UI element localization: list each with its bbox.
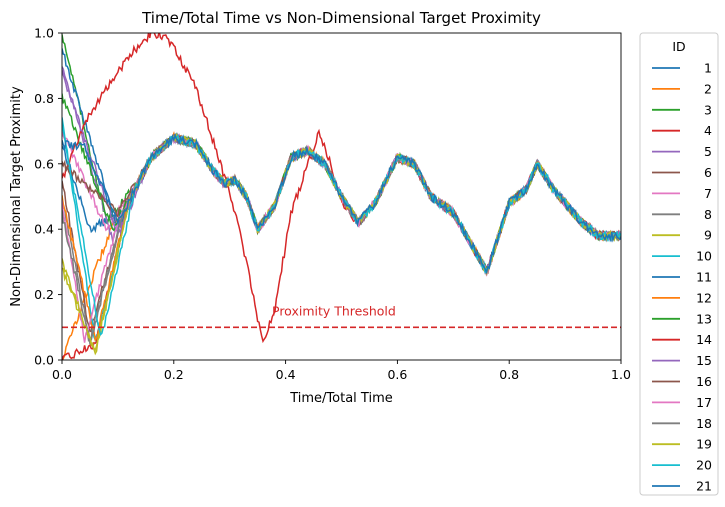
- legend-box: [639, 32, 719, 496]
- x-tick-label: 0.6: [387, 367, 407, 382]
- y-tick-label: 0.2: [34, 287, 54, 302]
- legend-item-16: 16: [652, 374, 712, 389]
- x-tick-label: 1.0: [611, 367, 631, 382]
- threshold-layer: Proximity Threshold: [62, 303, 621, 329]
- legend-item-18: 18: [652, 416, 712, 431]
- legend-item-6: 6: [652, 165, 712, 180]
- threshold-label: Proximity Threshold: [272, 303, 396, 318]
- legend-label: 4: [704, 123, 712, 138]
- legend-label: 11: [696, 270, 712, 285]
- legend-item-13: 13: [652, 311, 712, 326]
- x-tick-label: 0.8: [499, 367, 519, 382]
- legend-label: 7: [704, 186, 712, 201]
- y-tick-label: 0.0: [34, 353, 54, 368]
- legend-label: 21: [696, 479, 712, 494]
- x-tick-label: 0.2: [164, 367, 184, 382]
- legend-label: 1: [704, 61, 712, 76]
- legend-item-7: 7: [652, 186, 712, 201]
- legend-label: 15: [696, 353, 712, 368]
- legend-label: 8: [704, 207, 712, 222]
- chart-title: Time/Total Time vs Non-Dimensional Targe…: [141, 9, 541, 27]
- legend-label: 17: [696, 395, 712, 410]
- legend-item-14: 14: [652, 332, 712, 347]
- series-line-21: [62, 133, 621, 275]
- legend-label: 19: [696, 437, 712, 452]
- legend-label: 6: [704, 165, 712, 180]
- series-line-14: [62, 33, 621, 344]
- y-tick-label: 1.0: [34, 26, 54, 41]
- legend-label: 2: [704, 81, 712, 96]
- legend-item-9: 9: [652, 228, 712, 243]
- legend-item-10: 10: [652, 249, 712, 264]
- legend-item-2: 2: [652, 81, 712, 96]
- series-line-13: [62, 93, 621, 271]
- y-tick-label: 0.4: [34, 222, 54, 237]
- series-line-16: [62, 134, 621, 275]
- legend-label: 13: [696, 311, 712, 326]
- legend-label: 20: [696, 458, 712, 473]
- series-line-3: [62, 34, 621, 276]
- y-tick-label: 0.8: [34, 91, 54, 106]
- series-layer: [62, 33, 621, 360]
- legend-item-15: 15: [652, 353, 712, 368]
- legend-label: 16: [696, 374, 712, 389]
- x-axis-label: Time/Total Time: [289, 391, 393, 406]
- legend-item-20: 20: [652, 458, 712, 473]
- legend-item-3: 3: [652, 102, 712, 117]
- x-tick-label: 0.0: [52, 367, 72, 382]
- series-line-1: [62, 134, 621, 275]
- axes-layer: 0.0 0.2 0.4 0.6 0.8 1.0 0.0 0.2 0.4 0.6 0.8 1.0: [34, 26, 631, 383]
- legend-item-5: 5: [652, 144, 712, 159]
- legend-label: 5: [704, 144, 712, 159]
- legend-item-11: 11: [652, 270, 712, 285]
- legend-label: 10: [696, 249, 712, 264]
- axes-frame: [61, 32, 622, 361]
- legend-item-8: 8: [652, 207, 712, 222]
- legend-item-17: 17: [652, 395, 712, 410]
- legend-item-21: 21: [652, 479, 712, 494]
- legend-item-1: 1: [652, 61, 712, 76]
- y-tick-label: 0.6: [34, 156, 54, 171]
- legend-label: 14: [696, 332, 712, 347]
- legend-label: 3: [704, 102, 712, 117]
- legend-item-4: 4: [652, 123, 712, 138]
- legend-title: ID: [672, 39, 685, 54]
- y-axis-label: Non-Dimensional Target Proximity: [9, 86, 24, 307]
- legend-label: 12: [696, 290, 712, 305]
- legend-label: 18: [696, 416, 712, 431]
- x-tick-label: 0.4: [276, 367, 296, 382]
- legend-item-19: 19: [652, 437, 712, 452]
- legend-item-12: 12: [652, 290, 712, 305]
- legend-label: 9: [704, 228, 712, 243]
